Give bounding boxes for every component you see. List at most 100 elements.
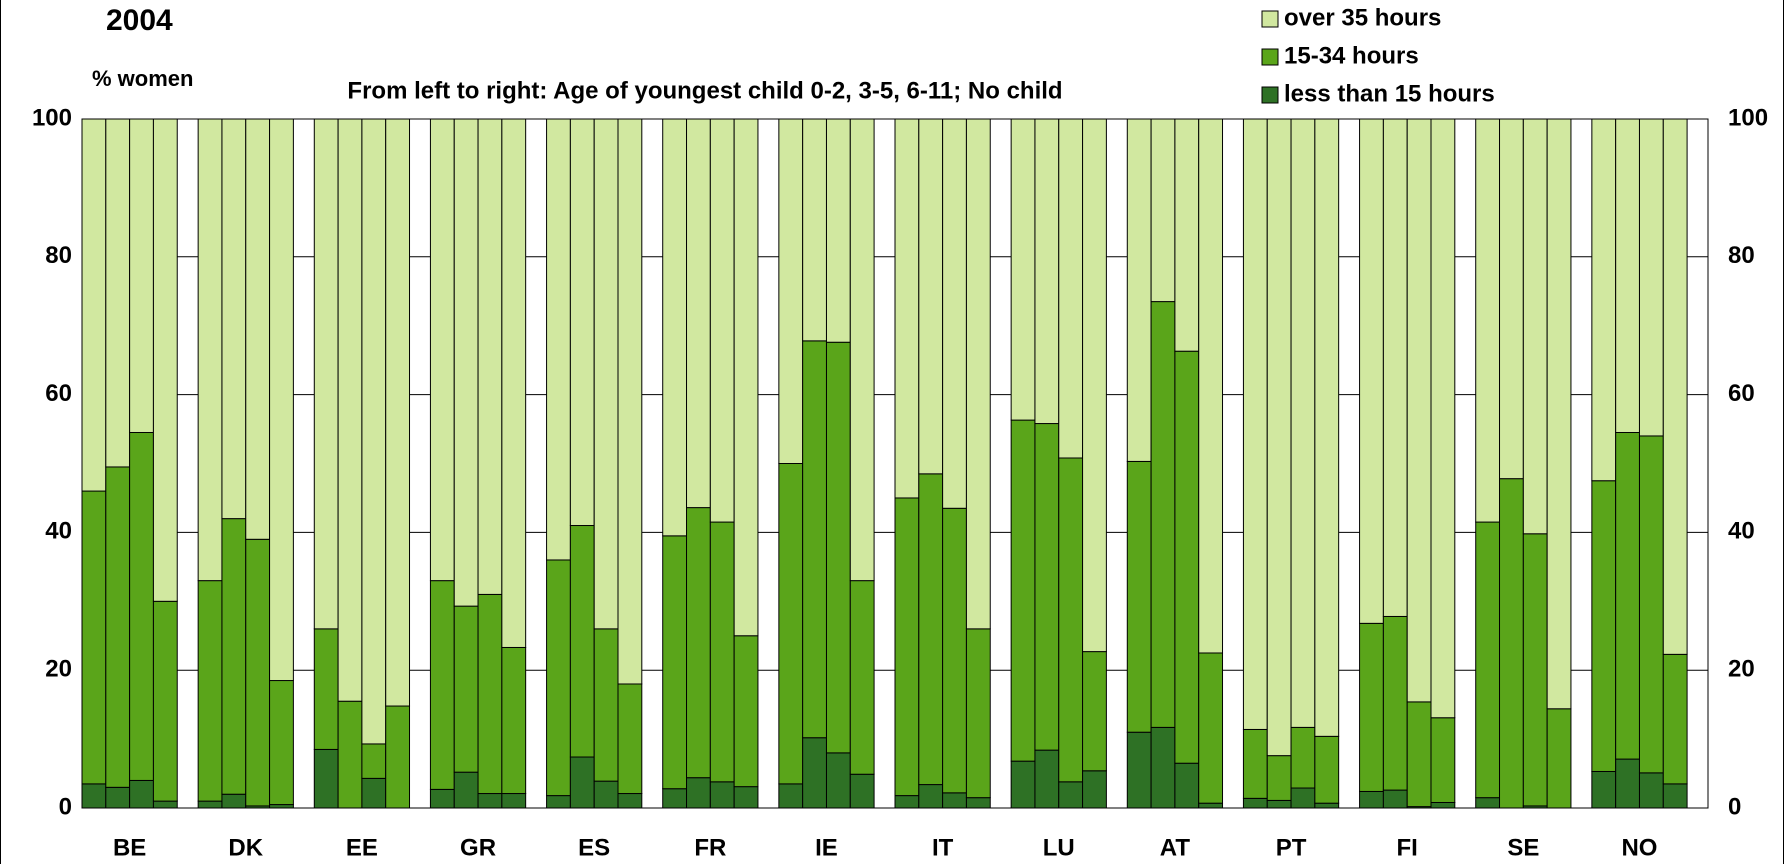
- y2-tick-label: 100: [1728, 104, 1768, 131]
- bar-segment: [1662, 783, 1688, 809]
- bar-segment: [894, 497, 920, 797]
- bar-segment: [1242, 728, 1268, 799]
- bar-segment: [1174, 118, 1200, 352]
- bar-segment: [686, 777, 711, 809]
- bar-segment: [1266, 799, 1292, 809]
- x-tick-label: IT: [932, 834, 954, 861]
- bar-segment: [1359, 790, 1384, 809]
- bar-segment: [385, 705, 411, 809]
- bar-segment: [1662, 118, 1688, 655]
- bar-segment: [686, 507, 711, 779]
- bar-segment: [733, 118, 759, 637]
- bar-segment: [337, 118, 363, 702]
- bar-segment: [942, 507, 967, 794]
- bar-segment: [965, 628, 991, 799]
- y2-tick-label: 80: [1728, 242, 1755, 269]
- bar-segment: [1430, 801, 1456, 809]
- bar-segment: [1406, 118, 1432, 703]
- bar-segment: [501, 118, 527, 648]
- subtitle: From left to right: Age of youngest chil…: [347, 77, 1062, 104]
- bar-segment: [313, 118, 339, 630]
- x-tick-label: FI: [1397, 834, 1418, 861]
- bar-segment: [1591, 770, 1617, 809]
- bar-segment: [1546, 708, 1572, 809]
- bar-segment: [1314, 802, 1340, 809]
- bar-segment: [1150, 118, 1176, 303]
- bar-segment: [269, 680, 294, 806]
- bar-segment: [1499, 118, 1524, 480]
- bar-segment: [894, 118, 920, 499]
- bar-segment: [429, 118, 455, 582]
- bar-segment: [825, 118, 851, 343]
- bar-segment: [129, 779, 154, 809]
- bar-segment: [501, 646, 527, 795]
- bar-segment: [1615, 118, 1640, 433]
- legend-label: over 35 hours: [1284, 4, 1441, 31]
- bar-segment: [1475, 521, 1501, 799]
- y2-tick-label: 20: [1728, 656, 1755, 683]
- bar-segment: [361, 777, 387, 809]
- legend-swatch: [1261, 48, 1279, 66]
- bar-segment: [245, 118, 271, 540]
- bar-segment: [1430, 118, 1456, 719]
- bar-segment: [802, 118, 827, 342]
- bar-segment: [429, 580, 455, 790]
- x-tick-label: AT: [1160, 834, 1191, 861]
- bar-segment: [1314, 735, 1340, 804]
- x-tick-label: BE: [113, 834, 146, 861]
- bar-segment: [546, 559, 571, 797]
- bar-segment: [778, 118, 804, 464]
- bar-segment: [1430, 717, 1456, 803]
- bar-segment: [1522, 118, 1548, 535]
- bar-segment: [129, 431, 154, 781]
- bar-segment: [1058, 118, 1084, 459]
- y2-tick-label: 40: [1728, 518, 1755, 545]
- bar-segment: [825, 341, 851, 754]
- bar-segment: [453, 605, 479, 773]
- bar-segment: [429, 788, 455, 809]
- bar-segment: [1198, 652, 1224, 804]
- bar-segment: [1382, 615, 1408, 791]
- bar-segment: [477, 793, 503, 809]
- bar-segment: [245, 538, 271, 807]
- bar-segment: [1126, 460, 1152, 733]
- legend-swatch: [1261, 10, 1279, 28]
- bar-segment: [1242, 118, 1268, 730]
- legend-swatch: [1261, 86, 1279, 104]
- y-tick-label: 60: [45, 380, 72, 407]
- y-tick-label: 0: [59, 793, 72, 820]
- bar-segment: [1150, 726, 1176, 809]
- bar-segment: [221, 518, 247, 795]
- bar-segment: [1150, 301, 1176, 728]
- bar-segment: [802, 737, 827, 809]
- bar-segment: [1382, 118, 1408, 617]
- bar-segment: [269, 118, 294, 682]
- bar-segment: [337, 700, 363, 809]
- y-tick-label: 20: [45, 656, 72, 683]
- bar-segment: [1290, 118, 1316, 728]
- bar-segment: [569, 525, 595, 758]
- bar-segment: [1198, 118, 1224, 654]
- bar-segment: [918, 784, 944, 809]
- bar-segment: [942, 792, 967, 809]
- bar-segment: [1382, 789, 1408, 809]
- bar-segment: [617, 683, 643, 795]
- bar-segment: [918, 118, 944, 475]
- x-tick-label: NO: [1621, 834, 1657, 861]
- bar-segment: [1359, 622, 1384, 792]
- bar-segment: [709, 781, 735, 809]
- x-tick-label: PT: [1276, 834, 1307, 861]
- bar-segment: [152, 600, 178, 802]
- bar-segment: [662, 535, 688, 790]
- bar-segment: [1662, 653, 1688, 785]
- bar-segment: [1638, 435, 1664, 774]
- bar-segment: [569, 756, 595, 809]
- plot-frame: [81, 118, 1709, 809]
- bar-segment: [1266, 755, 1292, 801]
- bar-segment: [546, 795, 571, 809]
- bar-segment: [81, 490, 107, 785]
- bar-segment: [1082, 118, 1107, 653]
- bar-segment: [1314, 118, 1340, 737]
- bar-segment: [617, 118, 643, 685]
- bar-segment: [662, 788, 688, 809]
